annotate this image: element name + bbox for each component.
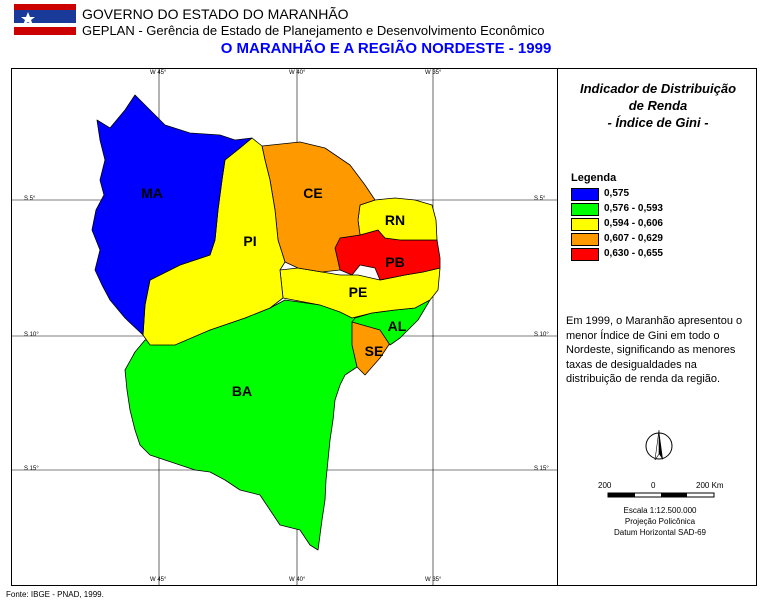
northeast-map: MA PI CE RN PB PE AL SE BA [12,69,557,585]
panel-title-line-2: de Renda [628,98,688,113]
legend-swatch [571,188,599,201]
panel-divider [557,68,558,586]
lon-label-top-40: W 40° [289,70,306,76]
scale-tick-zero: 0 [651,481,656,490]
lat-label-right-15: S 15° [534,466,549,472]
panel-title-line-3: - Índice de Gini - [607,115,709,130]
scale-line-2: Projeção Policônica [624,517,696,526]
lon-label-bottom-45: W 45° [150,577,167,583]
label-pb: PB [385,254,404,270]
header-line-1: GOVERNO DO ESTADO DO MARANHÃO [82,6,349,22]
lon-label-top-45: W 45° [150,70,167,76]
map-frame [11,68,757,586]
lat-label-left-5: S 5° [24,196,36,202]
legend-swatch [571,218,599,231]
maranhao-logo-icon [14,4,76,35]
scale-bar [607,492,715,498]
label-al: AL [388,318,407,334]
scale-line-1: Escala 1:12.500.000 [623,506,697,515]
state-ma [91,94,253,336]
lat-label-left-10: S 10° [24,332,39,338]
source-note: Fonte: IBGE - PNAD, 1999. [6,590,104,599]
label-pe: PE [349,284,368,300]
label-ma: MA [141,185,163,201]
lon-label-bottom-35: W 35° [425,577,442,583]
lat-label-right-5: S 5° [534,196,546,202]
legend-swatch [571,248,599,261]
legend-title: Legenda [571,172,617,184]
label-ce: CE [303,185,322,201]
scale-info: Escala 1:12.500.000 Projeção Policônica … [562,505,758,538]
panel-title: Indicador de Distribuição de Renda - Índ… [560,80,756,131]
scale-tick-right: 200 Km [696,481,724,490]
label-rn: RN [385,212,405,228]
header-line-2: GEPLAN - Gerência de Estado de Planejame… [82,23,545,38]
lat-label-left-15: S 15° [24,466,39,472]
legend-swatch [571,233,599,246]
description-text: Em 1999, o Maranhão apresentou o menor Í… [566,315,743,385]
north-arrow-icon [645,429,673,461]
legend-label: 0,594 - 0,606 [604,218,663,229]
label-se: SE [365,343,384,359]
panel-title-line-1: Indicador de Distribuição [579,81,737,96]
lat-label-right-10: S 10° [534,332,549,338]
state-rn [357,197,438,241]
legend-label: 0,630 - 0,655 [604,248,663,259]
scale-line-3: Datum Horizontal SAD-69 [613,528,707,537]
lon-label-bottom-40: W 40° [289,577,306,583]
map-title: O MARANHÃO E A REGIÃO NORDESTE - 1999 [220,40,552,57]
legend-label: 0,576 - 0,593 [604,203,663,214]
lon-label-top-35: W 35° [425,70,442,76]
label-pi: PI [243,233,256,249]
label-ba: BA [232,383,252,399]
scale-tick-left: 200 [598,481,612,490]
legend-label: 0,575 [604,188,630,199]
legend-swatch [571,203,599,216]
legend-label: 0,607 - 0,629 [604,233,663,244]
